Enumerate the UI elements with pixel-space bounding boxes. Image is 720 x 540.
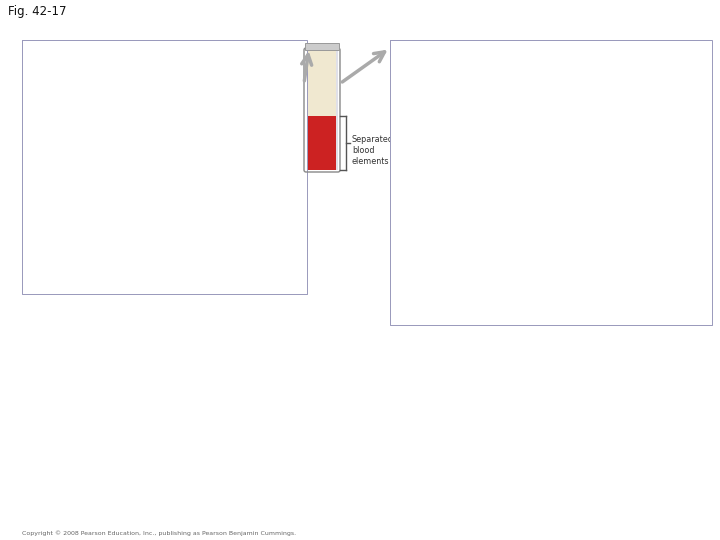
Ellipse shape — [516, 236, 524, 242]
Text: Blood clotting: Blood clotting — [628, 273, 686, 282]
Text: 250,000–
400,000: 250,000– 400,000 — [510, 273, 549, 293]
Bar — [308, 116, 336, 170]
Bar — [390, 269, 712, 325]
Ellipse shape — [410, 252, 418, 259]
Ellipse shape — [441, 122, 459, 134]
Text: 5,000–10,000: 5,000–10,000 — [510, 158, 567, 167]
Ellipse shape — [413, 242, 423, 249]
Polygon shape — [469, 294, 487, 303]
Text: Erythrocytes
(red blood cells): Erythrocytes (red blood cells) — [398, 80, 466, 100]
Ellipse shape — [521, 239, 529, 245]
Text: Cellular elements 45%: Cellular elements 45% — [485, 41, 617, 51]
Text: Defense: Defense — [174, 224, 210, 233]
Text: Clotting: Clotting — [174, 210, 208, 219]
Bar — [22, 108, 307, 120]
Ellipse shape — [405, 251, 415, 258]
Ellipse shape — [655, 192, 669, 206]
Bar — [22, 56, 307, 70]
Text: Immunoglobulins
(antibodies): Immunoglobulins (antibodies) — [40, 224, 113, 244]
Bar — [390, 40, 712, 325]
Text: Basophil: Basophil — [397, 230, 431, 239]
Ellipse shape — [398, 123, 422, 139]
Bar — [22, 70, 307, 108]
Bar — [390, 56, 712, 76]
Ellipse shape — [447, 126, 453, 130]
Ellipse shape — [644, 182, 680, 216]
Ellipse shape — [416, 205, 423, 210]
Ellipse shape — [653, 239, 665, 249]
Ellipse shape — [415, 246, 425, 253]
Bar — [22, 172, 307, 184]
Ellipse shape — [419, 122, 445, 140]
Text: Major functions: Major functions — [174, 58, 240, 67]
Text: Number
per μL (mm³) of blood: Number per μL (mm³) of blood — [510, 58, 598, 78]
Text: Fig. 42-17: Fig. 42-17 — [8, 5, 66, 18]
Ellipse shape — [403, 246, 413, 253]
Text: Copyright © 2008 Pearson Education, Inc., publishing as Pearson Benjamin Cumming: Copyright © 2008 Pearson Education, Inc.… — [22, 530, 296, 536]
Text: Water: Water — [30, 74, 55, 83]
Bar — [22, 120, 307, 172]
Bar — [22, 40, 307, 56]
Text: Monocyte: Monocyte — [644, 262, 680, 271]
Ellipse shape — [410, 241, 418, 248]
Ellipse shape — [513, 227, 521, 233]
Text: Neutrophil: Neutrophil — [450, 262, 490, 271]
Text: Leukocytes
(white blood cells): Leukocytes (white blood cells) — [398, 158, 475, 178]
Bar — [390, 40, 712, 56]
Text: Transport oxygen
and help transport
carbon dioxide: Transport oxygen and help transport carb… — [628, 80, 706, 111]
Ellipse shape — [526, 236, 534, 242]
Text: Osmotic balance,
pH buffering, and
regulation of
membrane
permeability: Osmotic balance, pH buffering, and regul… — [174, 124, 248, 178]
Text: Plasma proteins: Plasma proteins — [30, 174, 99, 183]
Ellipse shape — [660, 239, 672, 249]
Bar — [22, 206, 307, 220]
Text: 5–6 million: 5–6 million — [510, 80, 556, 89]
Bar — [22, 220, 307, 238]
Bar — [308, 50, 336, 116]
Text: Plasma 55%: Plasma 55% — [129, 41, 200, 51]
Ellipse shape — [405, 204, 413, 208]
Ellipse shape — [529, 227, 537, 233]
Text: Substances transported by blood: Substances transported by blood — [30, 240, 173, 249]
Ellipse shape — [413, 211, 420, 215]
Bar — [22, 40, 307, 294]
Bar — [22, 184, 307, 206]
Polygon shape — [423, 293, 441, 303]
Bar — [390, 154, 712, 269]
Text: Fibrinogen: Fibrinogen — [40, 210, 85, 219]
Text: Nutrients (such as glucose, fatty acids, vitamins)
Waste products of metabolism
: Nutrients (such as glucose, fatty acids,… — [40, 254, 236, 296]
Text: Albumin: Albumin — [40, 188, 76, 197]
Text: Ions (blood electrolytes): Ions (blood electrolytes) — [30, 110, 134, 119]
Text: Eosinophil: Eosinophil — [505, 259, 545, 268]
Text: Defense and
immunity: Defense and immunity — [628, 158, 682, 178]
Text: Osmotic balance
pH buffering: Osmotic balance pH buffering — [174, 188, 244, 208]
Bar — [22, 238, 307, 250]
Ellipse shape — [406, 129, 414, 133]
Ellipse shape — [428, 129, 436, 134]
Text: Cell type: Cell type — [398, 58, 436, 67]
Ellipse shape — [408, 213, 415, 218]
Polygon shape — [402, 298, 418, 308]
Bar — [305, 43, 339, 50]
Ellipse shape — [645, 228, 679, 260]
Polygon shape — [445, 300, 464, 311]
Text: Platelets: Platelets — [398, 273, 434, 282]
Bar — [22, 250, 307, 294]
Text: Solvent for
carrying other
substances: Solvent for carrying other substances — [174, 74, 235, 105]
Ellipse shape — [521, 231, 529, 237]
Bar — [390, 76, 712, 154]
Text: Lymphocyte: Lymphocyte — [639, 218, 685, 227]
Ellipse shape — [395, 233, 433, 267]
Ellipse shape — [501, 212, 549, 256]
Ellipse shape — [394, 191, 434, 227]
Bar — [306, 50, 338, 170]
Text: Separated
blood
elements: Separated blood elements — [352, 135, 394, 166]
Text: Constituent: Constituent — [30, 58, 80, 67]
Text: Sodium
Potassium
Calcium
Magnesium
Chloride
Bicarbonate: Sodium Potassium Calcium Magnesium Chlor… — [40, 124, 91, 188]
Text: Functions: Functions — [628, 58, 668, 67]
